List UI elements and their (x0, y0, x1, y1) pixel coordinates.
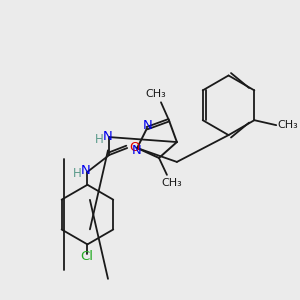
Text: N: N (81, 164, 90, 177)
Text: CH₃: CH₃ (278, 120, 298, 130)
Text: H: H (73, 167, 82, 180)
Text: CH₃: CH₃ (146, 89, 167, 99)
Text: CH₃: CH₃ (161, 178, 182, 188)
Text: N: N (131, 145, 141, 158)
Text: N: N (102, 130, 112, 142)
Text: H: H (95, 133, 104, 146)
Text: Cl: Cl (80, 250, 93, 263)
Text: N: N (143, 119, 153, 132)
Text: O: O (129, 140, 140, 154)
